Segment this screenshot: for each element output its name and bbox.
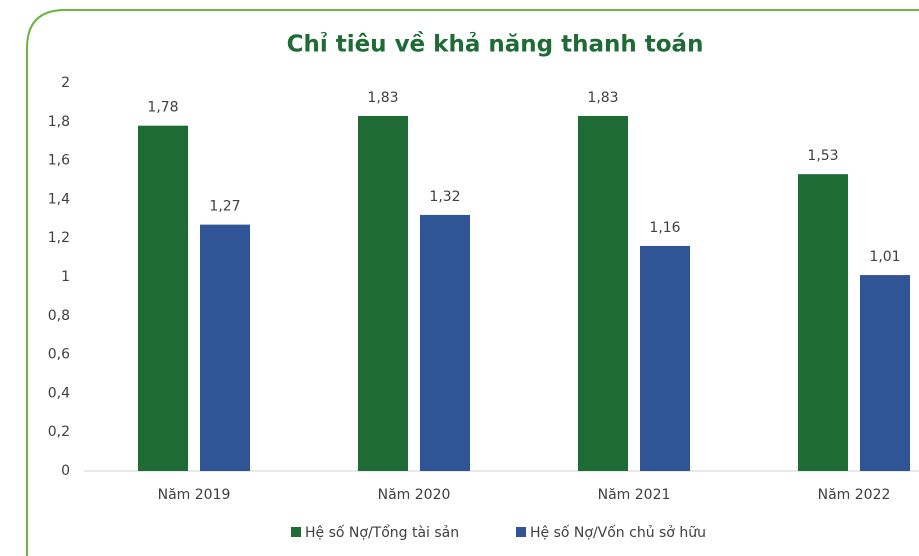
bar (578, 115, 628, 471)
bar (798, 174, 848, 471)
x-tick-label: Năm 2022 (818, 487, 891, 503)
y-tick-label: 0,6 (48, 347, 70, 363)
y-tick-label: 1,6 (48, 153, 70, 169)
x-tick-label: Năm 2019 (158, 487, 231, 503)
data-label: 1,83 (587, 90, 618, 106)
frame (26, 9, 919, 556)
legend-label: Hệ số Nợ/Vốn chủ sở hữu (530, 524, 706, 541)
data-label: 1,16 (649, 220, 680, 236)
y-tick-label: 0,2 (48, 424, 70, 440)
y-tick-label: 0 (61, 463, 70, 479)
data-label: 1,83 (367, 90, 398, 106)
bar (138, 125, 188, 472)
bar (860, 275, 910, 471)
x-tick-label: Năm 2021 (598, 487, 671, 503)
bar (358, 115, 408, 471)
y-tick-label: 1,8 (48, 114, 70, 130)
y-tick-label: 2 (61, 75, 70, 91)
bar (200, 224, 250, 471)
y-tick-label: 0,4 (48, 385, 70, 401)
x-tick-label: Năm 2020 (378, 487, 451, 503)
legend-label: Hệ số Nợ/Tổng tài sản (305, 524, 459, 541)
legend-swatch (291, 527, 301, 537)
y-tick-label: 1 (61, 269, 70, 285)
data-label: 1,01 (869, 249, 900, 265)
y-tick-label: 1,2 (48, 230, 70, 246)
bar (420, 214, 470, 472)
bar (640, 245, 690, 471)
y-tick-label: 0,8 (48, 308, 70, 324)
data-label: 1,78 (147, 100, 178, 116)
y-tick-label: 1,4 (48, 191, 70, 207)
data-label: 1,32 (429, 189, 460, 205)
chart-title: Chỉ tiêu về khả năng thanh toán (287, 31, 704, 58)
data-label: 1,53 (807, 148, 838, 164)
data-label: 1,27 (209, 199, 240, 215)
legend-swatch (516, 527, 526, 537)
